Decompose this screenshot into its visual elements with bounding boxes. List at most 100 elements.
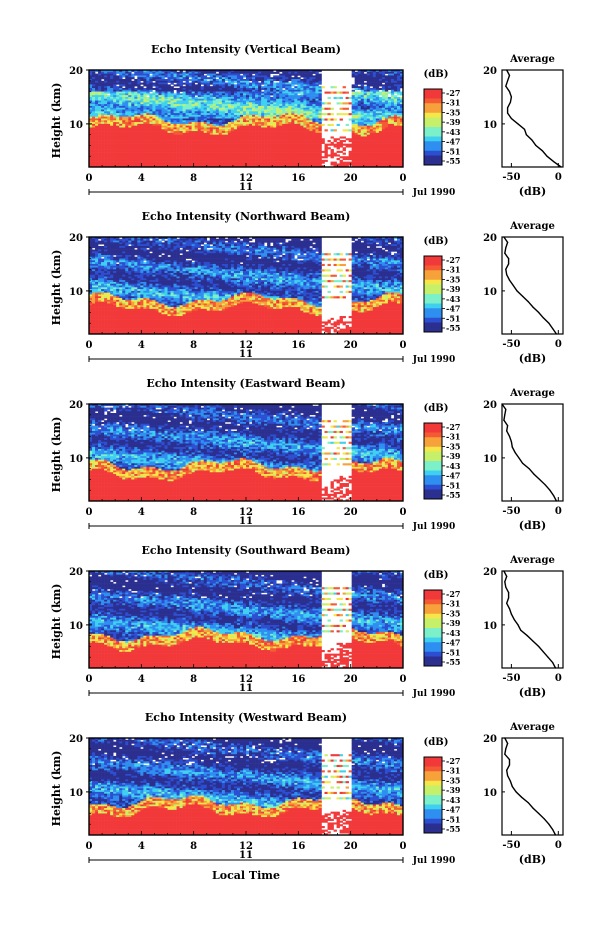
heatmap-cell	[131, 123, 135, 126]
heatmap-cell	[276, 86, 280, 89]
heatmap-cell	[360, 150, 365, 153]
heatmap-cell	[122, 123, 126, 126]
heatmap-cell	[357, 161, 362, 164]
heatmap-cell	[230, 156, 235, 159]
heatmap-cell	[267, 86, 271, 89]
heatmap-cell	[285, 161, 289, 164]
heatmap-cell	[233, 138, 238, 141]
heatmap-cell	[146, 77, 150, 80]
heatmap-cell	[276, 159, 280, 162]
heatmap-cell	[351, 118, 355, 121]
heatmap-cell	[318, 136, 322, 139]
heatmap-cell	[315, 91, 319, 94]
heatmap-cell	[212, 95, 217, 98]
heatmap-cell	[288, 98, 292, 101]
heatmap-cell	[203, 105, 208, 109]
heatmap-cell	[209, 150, 214, 153]
heatmap-cell	[267, 141, 271, 144]
heatmap-cell	[131, 145, 135, 148]
heatmap-cell	[236, 107, 241, 110]
heatmap-cell	[242, 149, 247, 152]
heatmap-cell	[300, 143, 304, 146]
heatmap-cell	[288, 163, 292, 166]
heatmap-cell	[113, 82, 117, 85]
heatmap-cell	[182, 147, 186, 150]
heatmap-cell	[239, 149, 244, 152]
heatmap-cell	[276, 105, 280, 109]
heatmap-cell	[155, 159, 159, 162]
heatmap-cell	[393, 102, 398, 105]
heatmap-cell	[143, 77, 147, 80]
heatmap-cell	[179, 113, 183, 116]
heatmap-cell	[279, 107, 283, 110]
heatmap-cell	[375, 102, 380, 105]
heatmap-cell	[282, 109, 286, 112]
heatmap-cell	[152, 95, 156, 98]
heatmap-cell	[209, 73, 214, 76]
heatmap-cell	[303, 120, 307, 123]
heatmap-cell	[107, 86, 111, 89]
heatmap-cell	[152, 122, 156, 125]
heatmap-cell	[273, 116, 277, 119]
heatmap-cell	[104, 96, 108, 100]
heatmap-cell	[267, 102, 271, 105]
heatmap-cell	[119, 141, 123, 144]
heatmap-cell	[351, 98, 355, 101]
heatmap-cell	[176, 116, 180, 119]
heatmap-cell	[170, 125, 174, 128]
heatmap-cell	[393, 143, 398, 146]
heatmap-cell	[258, 104, 262, 107]
heatmap-cell	[372, 95, 377, 98]
heatmap-cell	[375, 77, 380, 80]
heatmap-cell	[372, 136, 377, 139]
heatmap-cell	[170, 129, 174, 132]
heatmap-cell	[249, 73, 253, 76]
heatmap-cell	[161, 98, 165, 101]
heatmap-cell	[369, 138, 374, 141]
heatmap-cell	[294, 161, 298, 164]
heatmap-cell	[285, 93, 289, 96]
heatmap-cell	[318, 105, 322, 109]
heatmap-cell	[107, 96, 111, 100]
heatmap-cell	[276, 131, 280, 134]
heatmap-cell	[101, 98, 105, 101]
heatmap-cell	[381, 120, 386, 123]
heatmap-cell	[372, 145, 377, 148]
heatmap-cell	[372, 152, 377, 155]
heatmap-cell	[140, 93, 144, 96]
heatmap-cell	[264, 158, 268, 161]
heatmap-cell	[221, 100, 226, 103]
heatmap-cell	[264, 104, 268, 107]
heatmap-cell	[288, 127, 292, 130]
heatmap-cell	[239, 98, 244, 101]
heatmap-cell	[194, 141, 198, 144]
heatmap-cell	[252, 113, 256, 116]
heatmap-cell	[212, 89, 217, 92]
heatmap-cell	[203, 91, 208, 94]
heatmap-cell	[327, 147, 331, 150]
heatmap-cell	[300, 158, 304, 161]
heatmap-cell	[375, 127, 380, 130]
heatmap-cell	[366, 161, 371, 164]
heatmap-cell	[95, 154, 99, 157]
heatmap-cell	[273, 129, 277, 132]
heatmap-cell	[360, 70, 365, 73]
heatmap-cell	[255, 93, 259, 96]
heatmap-cell	[282, 78, 286, 82]
heatmap-cell	[309, 104, 313, 107]
heatmap-cell	[197, 154, 202, 157]
heatmap-cell	[122, 109, 126, 112]
heatmap-cell	[249, 98, 253, 101]
heatmap-cell	[342, 113, 346, 116]
heatmap-cell	[233, 154, 238, 157]
heatmap-cell	[95, 122, 99, 125]
heatmap-cell	[176, 156, 180, 159]
heatmap-cell	[104, 116, 108, 119]
heatmap-cell	[387, 70, 392, 73]
heatmap-cell	[246, 154, 250, 157]
heatmap-cell	[164, 111, 168, 114]
heatmap-cell	[104, 145, 108, 148]
heatmap-cell	[140, 98, 144, 101]
heatmap-cell	[252, 161, 256, 164]
heatmap-cell	[125, 96, 129, 100]
